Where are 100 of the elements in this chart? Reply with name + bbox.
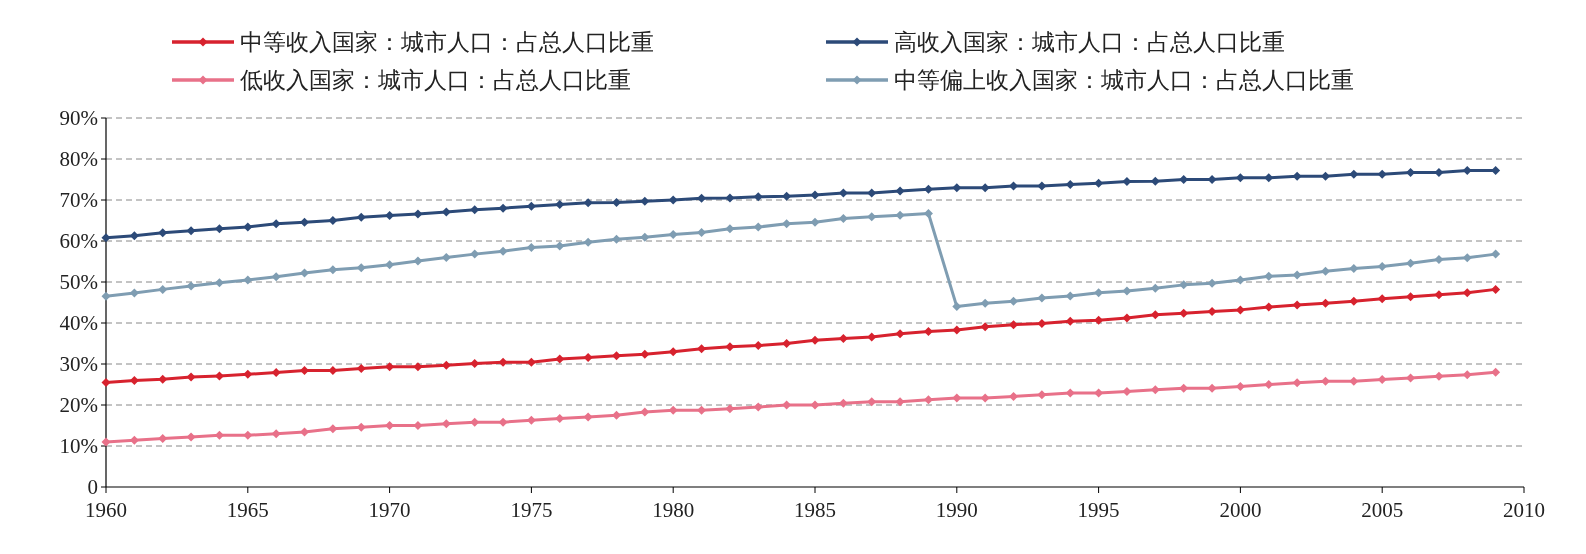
point bbox=[186, 372, 196, 382]
point bbox=[1264, 380, 1274, 389]
point bbox=[1377, 294, 1387, 304]
point bbox=[1009, 391, 1019, 401]
point bbox=[498, 417, 508, 427]
point bbox=[810, 400, 820, 410]
point bbox=[1235, 382, 1245, 392]
point bbox=[1462, 370, 1472, 380]
point bbox=[158, 284, 168, 294]
point bbox=[1292, 300, 1302, 310]
point bbox=[1349, 296, 1359, 306]
point bbox=[895, 329, 905, 339]
point bbox=[1491, 367, 1501, 377]
point bbox=[1207, 383, 1217, 393]
point bbox=[1491, 165, 1501, 175]
point bbox=[583, 198, 593, 208]
point bbox=[810, 335, 820, 345]
point bbox=[385, 211, 395, 221]
point bbox=[186, 226, 196, 236]
y-tick-label: 50% bbox=[59, 270, 98, 294]
point bbox=[441, 252, 451, 262]
point bbox=[385, 260, 395, 270]
point bbox=[129, 375, 139, 385]
x-tick-label: 2010 bbox=[1503, 498, 1545, 522]
point bbox=[583, 412, 593, 422]
point bbox=[952, 325, 962, 335]
point bbox=[356, 263, 366, 273]
point bbox=[640, 196, 650, 206]
x-tick-label: 2005 bbox=[1361, 498, 1404, 522]
point bbox=[1037, 318, 1047, 328]
point bbox=[1122, 386, 1132, 396]
point bbox=[895, 397, 905, 407]
point bbox=[129, 231, 139, 241]
point bbox=[923, 209, 933, 219]
point bbox=[271, 219, 281, 229]
point bbox=[640, 407, 650, 417]
legend-label: 中等收入国家：城市人口：占总人口比重 bbox=[240, 29, 654, 55]
x-tick-label: 2000 bbox=[1219, 498, 1262, 522]
y-tick-label: 40% bbox=[59, 311, 98, 335]
point bbox=[1207, 307, 1217, 317]
point bbox=[413, 256, 423, 266]
x-tick-label: 1980 bbox=[652, 498, 695, 522]
point bbox=[1179, 308, 1189, 318]
point bbox=[356, 212, 366, 222]
point bbox=[583, 352, 593, 362]
legend-label: 中等偏上收入国家：城市人口：占总人口比重 bbox=[894, 67, 1354, 93]
point bbox=[1377, 261, 1387, 271]
x-tick-label: 1965 bbox=[226, 498, 269, 522]
x-tick-label: 1990 bbox=[935, 498, 978, 522]
point bbox=[980, 298, 990, 308]
point bbox=[1462, 288, 1472, 298]
point bbox=[611, 197, 621, 207]
point bbox=[952, 183, 962, 193]
point bbox=[640, 349, 650, 359]
point bbox=[923, 327, 933, 337]
legend-label: 低收入国家：城市人口：占总人口比重 bbox=[240, 67, 631, 93]
point bbox=[186, 281, 196, 291]
point bbox=[1094, 178, 1104, 188]
legend-label: 高收入国家：城市人口：占总人口比重 bbox=[894, 29, 1285, 55]
point bbox=[725, 193, 735, 203]
point bbox=[243, 369, 253, 379]
point bbox=[271, 429, 281, 439]
point bbox=[810, 190, 820, 200]
point bbox=[1349, 169, 1359, 179]
y-tick-label: 80% bbox=[59, 147, 98, 171]
point bbox=[782, 339, 792, 348]
point bbox=[441, 419, 451, 429]
x-tick-label: 1960 bbox=[85, 498, 127, 522]
point bbox=[413, 209, 423, 219]
point bbox=[1264, 271, 1274, 281]
point bbox=[1320, 266, 1330, 276]
point bbox=[611, 234, 621, 244]
point bbox=[356, 364, 366, 374]
point bbox=[1292, 270, 1302, 280]
point bbox=[697, 227, 707, 237]
point bbox=[583, 237, 593, 247]
point bbox=[1037, 293, 1047, 303]
point bbox=[101, 233, 111, 243]
point bbox=[867, 332, 877, 342]
point bbox=[838, 334, 848, 344]
point bbox=[838, 213, 848, 223]
point bbox=[101, 437, 111, 447]
y-tick-label: 0 bbox=[87, 475, 98, 499]
point bbox=[1462, 253, 1472, 263]
point bbox=[1377, 169, 1387, 179]
point bbox=[1235, 173, 1245, 183]
point bbox=[1349, 376, 1359, 386]
point bbox=[1491, 284, 1501, 294]
point bbox=[470, 359, 480, 369]
point bbox=[753, 341, 763, 351]
x-tick-label: 1970 bbox=[368, 498, 411, 522]
y-tick-label: 70% bbox=[59, 188, 98, 212]
point bbox=[1434, 254, 1444, 264]
point bbox=[1122, 286, 1132, 296]
point bbox=[980, 322, 990, 332]
point bbox=[1292, 378, 1302, 388]
point bbox=[1122, 313, 1132, 323]
point bbox=[1377, 375, 1387, 385]
point bbox=[1349, 263, 1359, 273]
point bbox=[895, 186, 905, 196]
